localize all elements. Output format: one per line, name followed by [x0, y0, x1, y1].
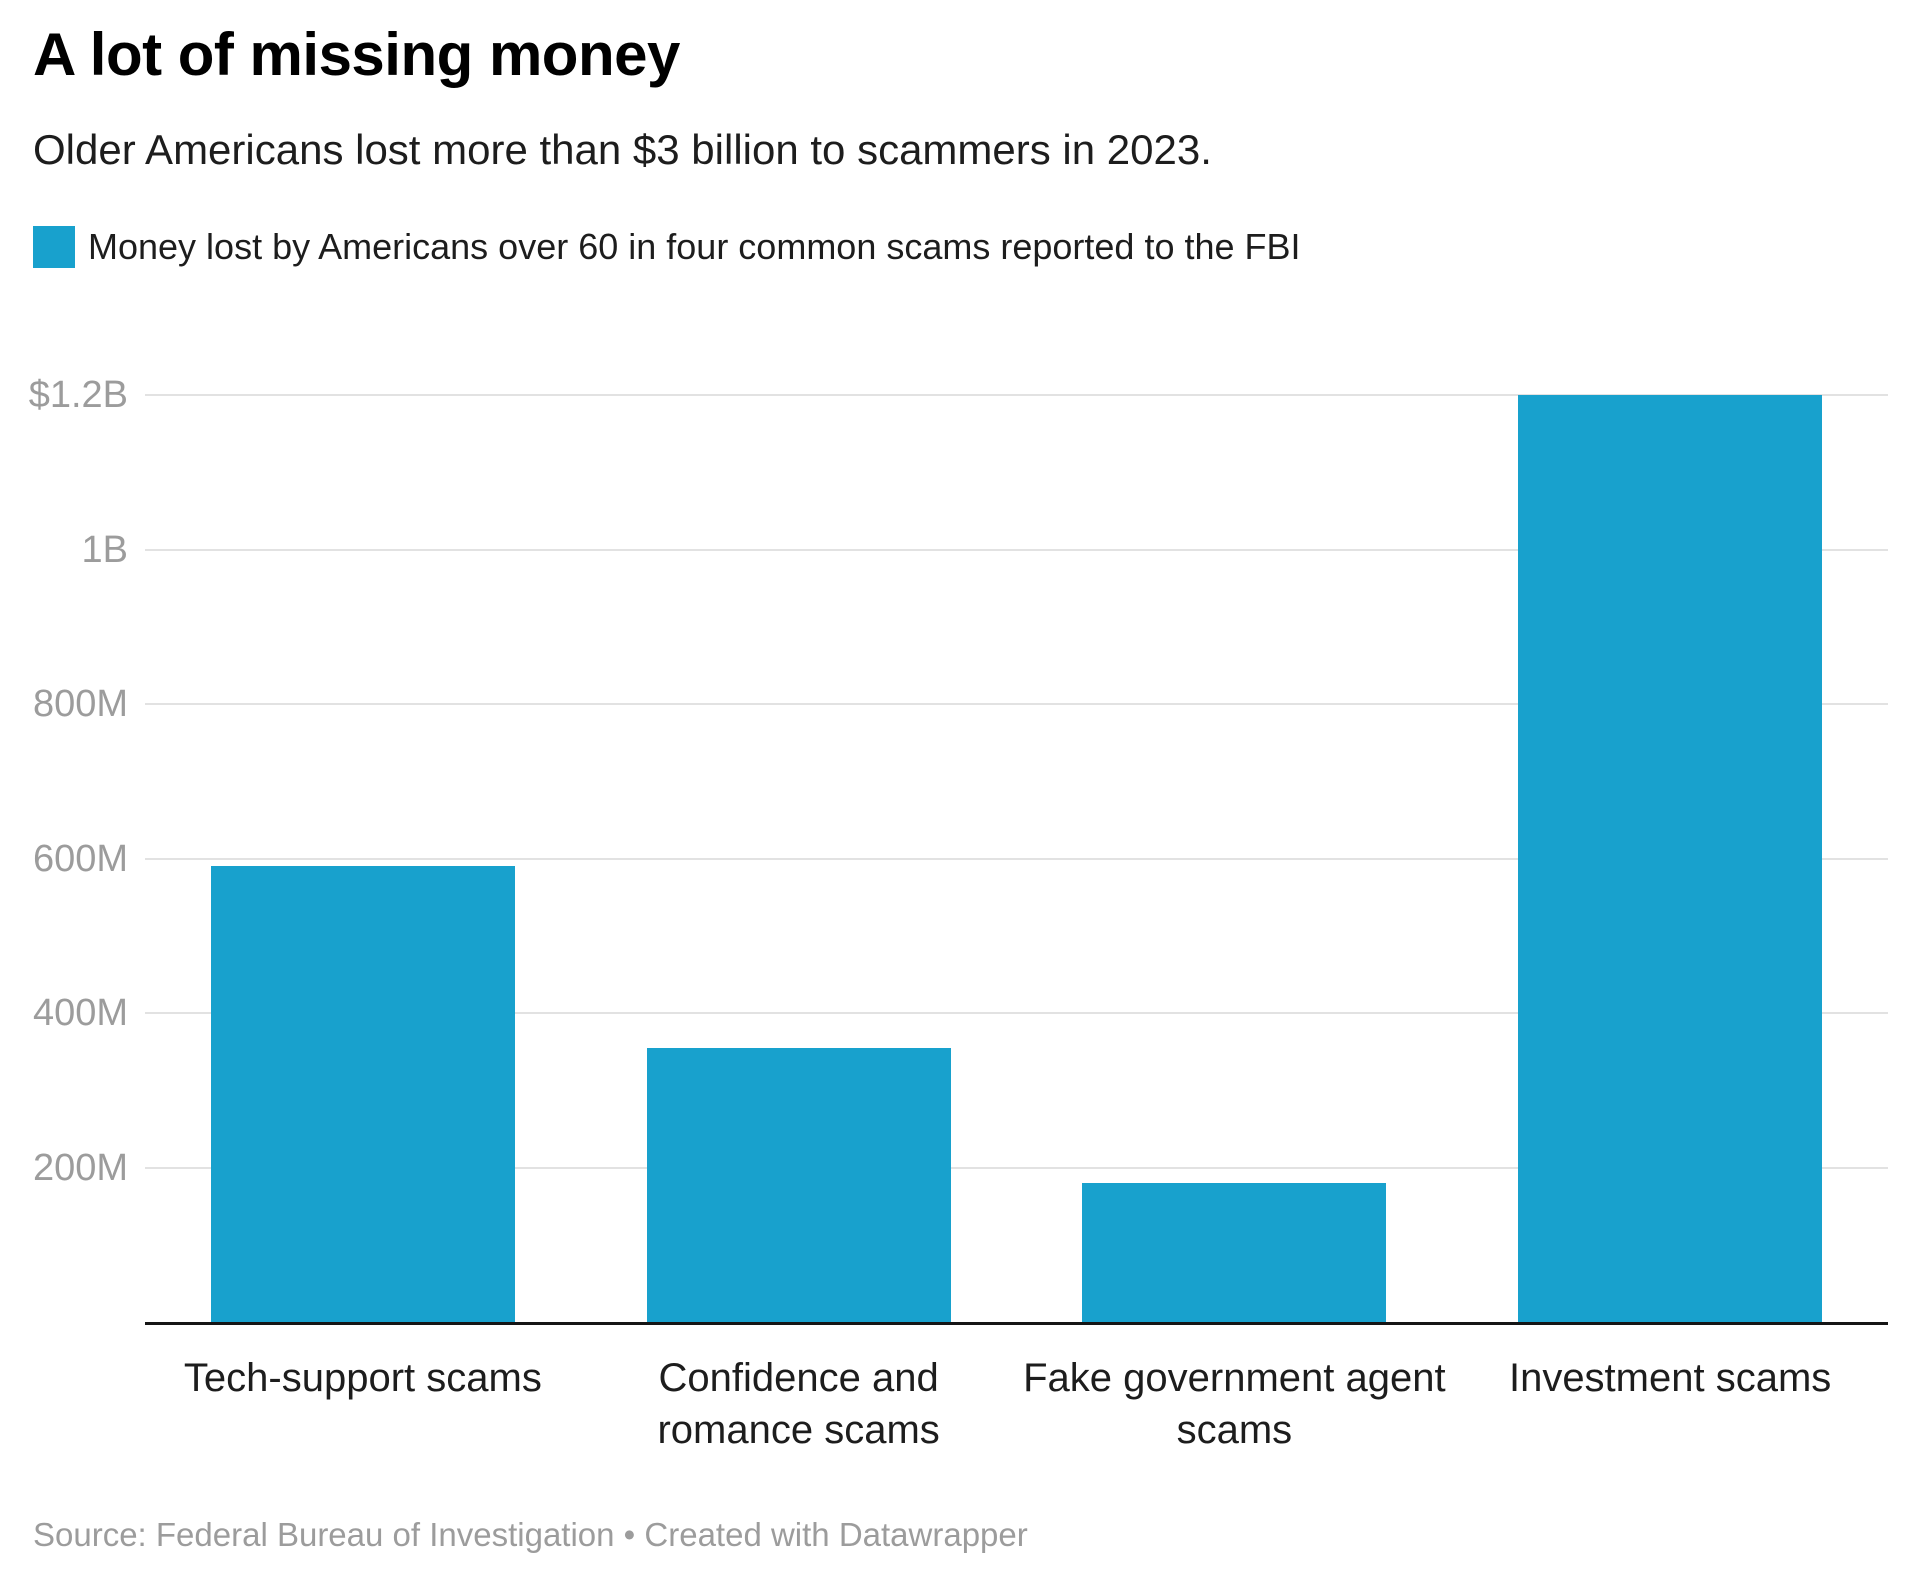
y-tick-label: $1.2B	[28, 374, 128, 416]
gridline-600m	[145, 857, 1888, 860]
bar-fake-government-agent-scams	[1082, 1182, 1387, 1322]
gridline-12b	[145, 394, 1888, 396]
legend: Money lost by Americans over 60 in four …	[33, 226, 1301, 268]
gridline-800m	[145, 703, 1888, 705]
x-category-label: Confidence and romance scams	[657, 1356, 940, 1452]
y-tick-label: 600M	[32, 837, 128, 880]
legend-swatch	[33, 226, 75, 268]
x-category-label: Fake government agent scams	[1023, 1356, 1446, 1452]
y-tick-label: 400M	[32, 992, 128, 1034]
x-category-label: Tech-support scams	[183, 1356, 542, 1400]
bar-tech-support-scams	[210, 866, 515, 1322]
bar-confidence-and-romance-scams	[646, 1047, 951, 1322]
chart-title: A lot of missing money	[33, 21, 680, 88]
legend-label: Money lost by Americans over 60 in four …	[88, 226, 1301, 267]
x-category-label: Investment scams	[1508, 1356, 1832, 1400]
gridline-400m	[145, 1012, 1888, 1014]
bar-investment-scams	[1518, 395, 1823, 1322]
source-note: Source: Federal Bureau of Investigation …	[33, 1516, 1028, 1553]
chart-subtitle: Older Americans lost more than $3 billio…	[33, 126, 1212, 173]
gridline-200m	[145, 1166, 1888, 1169]
y-tick-label: 1B	[81, 528, 128, 571]
x-axis-line	[145, 1322, 1888, 1325]
y-tick-label: 200M	[32, 1146, 128, 1189]
gridline-1b	[145, 548, 1888, 551]
y-tick-label: 800M	[32, 683, 128, 725]
